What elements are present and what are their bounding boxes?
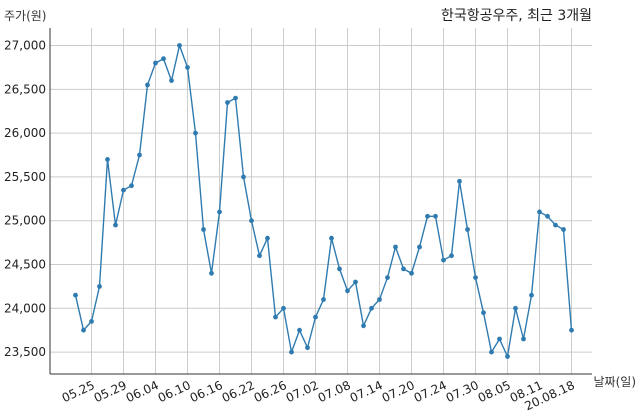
data-point xyxy=(289,349,294,355)
data-point xyxy=(329,235,334,241)
x-tick-label: 05.25 xyxy=(60,378,97,405)
x-tick-label: 07.08 xyxy=(316,378,353,405)
data-point xyxy=(497,336,502,342)
data-point xyxy=(537,209,542,215)
data-point xyxy=(273,314,278,320)
y-tick-label: 25,500 xyxy=(4,170,46,184)
y-tick-label: 26,000 xyxy=(4,126,46,140)
data-point xyxy=(97,284,102,289)
data-point xyxy=(409,270,414,276)
y-tick-label: 24,500 xyxy=(4,258,46,272)
data-point xyxy=(473,275,478,280)
data-point xyxy=(441,257,446,263)
x-tick-label: 06.10 xyxy=(156,378,193,405)
data-point xyxy=(153,60,158,66)
data-point xyxy=(345,288,350,294)
data-point xyxy=(561,227,566,232)
x-tick-labels: 05.2505.2906.0406.1006.1606.2206.2607.02… xyxy=(60,378,577,413)
data-point xyxy=(337,266,342,272)
data-point xyxy=(465,227,470,232)
data-point xyxy=(297,327,302,333)
data-point xyxy=(161,56,166,62)
x-tick-label: 06.26 xyxy=(252,378,289,405)
data-point xyxy=(321,297,326,302)
x-tick-label: 06.22 xyxy=(220,378,257,405)
price-line xyxy=(74,43,573,359)
data-point xyxy=(369,305,374,311)
data-point xyxy=(169,78,174,83)
data-points xyxy=(73,43,574,359)
data-point xyxy=(521,336,526,342)
x-tick-label: 07.20 xyxy=(380,378,417,405)
grid-lines xyxy=(50,28,592,374)
data-point xyxy=(513,305,518,311)
chart-title: 한국항공우주, 최근 3개월 xyxy=(441,8,592,24)
data-point xyxy=(73,292,78,298)
data-point xyxy=(553,222,558,228)
axes xyxy=(49,28,592,375)
data-point xyxy=(185,65,190,70)
data-point xyxy=(241,174,246,180)
data-point xyxy=(457,178,462,184)
data-point xyxy=(121,187,126,193)
data-point xyxy=(377,297,382,302)
x-tick-label: 07.02 xyxy=(284,378,321,405)
y-tick-labels: 23,500 24,000 24,500 25,000 25,500 26,000 26,5… xyxy=(4,39,46,360)
data-point xyxy=(401,266,406,272)
data-point xyxy=(481,310,486,316)
y-axis-label: 주가(원) xyxy=(4,9,46,23)
data-point xyxy=(81,327,86,333)
data-point xyxy=(545,213,550,219)
data-point xyxy=(281,305,286,311)
data-point xyxy=(225,100,230,105)
data-point xyxy=(177,43,182,48)
data-point xyxy=(569,327,574,333)
data-point xyxy=(89,319,94,324)
data-point xyxy=(353,279,358,285)
y-tick-label: 23,500 xyxy=(4,345,46,359)
data-point xyxy=(145,82,150,88)
data-point xyxy=(385,275,390,280)
data-point xyxy=(113,222,118,228)
data-point xyxy=(433,213,438,219)
data-point xyxy=(217,209,222,215)
data-point xyxy=(529,292,534,298)
data-point xyxy=(201,227,206,232)
x-tick-label: 08.05 xyxy=(476,378,513,405)
data-point xyxy=(265,235,270,241)
data-point xyxy=(393,244,398,250)
data-point xyxy=(425,213,430,219)
y-tick-label: 26,500 xyxy=(4,82,46,96)
data-point xyxy=(257,253,262,259)
data-point xyxy=(489,349,494,355)
y-tick-label: 24,000 xyxy=(4,301,46,315)
data-point xyxy=(361,323,366,329)
data-point xyxy=(193,130,198,136)
data-point xyxy=(249,218,254,224)
data-point xyxy=(105,157,110,162)
x-tick-label: 07.24 xyxy=(412,378,449,405)
x-axis-label: 날짜(일) xyxy=(594,375,636,389)
data-point xyxy=(209,270,214,276)
y-tick-label: 27,000 xyxy=(4,39,46,53)
data-point xyxy=(233,95,238,101)
data-point xyxy=(129,183,134,189)
data-point xyxy=(137,152,142,158)
data-point xyxy=(313,314,318,320)
y-tick-label: 25,000 xyxy=(4,214,46,228)
x-tick-label: 05.29 xyxy=(92,378,129,405)
data-point xyxy=(449,253,454,259)
x-tick-label: 07.30 xyxy=(444,378,481,405)
x-tick-label: 07.14 xyxy=(348,378,385,405)
data-point xyxy=(417,244,422,250)
data-point xyxy=(305,345,310,351)
x-tick-label: 06.16 xyxy=(188,378,225,405)
x-tick-label: 06.04 xyxy=(124,378,161,405)
data-point xyxy=(505,354,510,359)
